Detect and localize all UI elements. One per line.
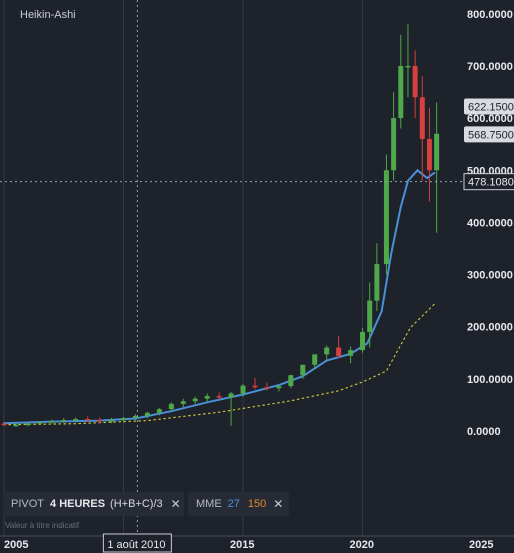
candle-body xyxy=(391,118,397,171)
disclaimer-text: Valeur à titre indicatif xyxy=(5,521,80,530)
y-tick-label: 700.0000 xyxy=(467,61,513,73)
crosshair-y-label-box xyxy=(463,173,514,191)
candle-body xyxy=(426,138,432,171)
candle-body xyxy=(97,420,103,422)
ma-indicator-legend[interactable]: MME 27 150 ✕ xyxy=(188,492,289,516)
y-tick-label: 200.0000 xyxy=(467,322,513,334)
y-tick-label: 800.0000 xyxy=(467,9,513,21)
y-tick-label: 400.0000 xyxy=(467,217,513,229)
candle-body xyxy=(264,387,270,389)
pivot-close-icon[interactable]: ✕ xyxy=(170,497,181,511)
candle-body xyxy=(37,422,43,424)
candle-body xyxy=(13,424,19,427)
candle-body xyxy=(288,375,294,387)
candle-body xyxy=(348,350,354,356)
candle-body xyxy=(144,412,150,416)
x-tick-label: 2005 xyxy=(4,539,28,551)
price-label-text: 568.7500 xyxy=(468,129,514,141)
candle-body xyxy=(252,385,258,388)
ma-close-icon[interactable]: ✕ xyxy=(273,497,284,511)
crosshair-x-label-box xyxy=(102,533,172,553)
candle-body xyxy=(121,417,127,421)
candle-body xyxy=(336,347,342,356)
candle-body xyxy=(434,133,440,171)
candle-body xyxy=(49,421,55,423)
crosshair-x-label: 1 août 2010 xyxy=(107,539,165,551)
candle-body xyxy=(180,401,186,404)
candle-body xyxy=(61,420,67,422)
candle-body xyxy=(192,398,198,402)
candle-body xyxy=(109,420,115,422)
ma-period-150[interactable]: 150 xyxy=(247,498,267,510)
candle-body xyxy=(419,97,425,139)
pivot-label: PIVOT xyxy=(11,498,45,510)
candle-body xyxy=(216,396,222,398)
price-label-text: 622.1500 xyxy=(468,102,514,114)
candle-body xyxy=(374,264,380,301)
x-tick-label: 2020 xyxy=(350,539,374,551)
candle-body xyxy=(405,65,411,68)
candle-body xyxy=(312,354,318,365)
candle-body xyxy=(240,385,246,394)
candle-body xyxy=(398,65,404,119)
candle-body xyxy=(85,419,91,421)
chart-title: Heikin-Ashi xyxy=(20,9,76,21)
candle-body xyxy=(324,347,330,355)
candle-body xyxy=(367,300,373,332)
ma-period-27[interactable]: 27 xyxy=(227,498,240,510)
pivot-interval[interactable]: 4 HEURES xyxy=(50,498,106,510)
y-tick-label: 300.0000 xyxy=(467,270,513,282)
candle-body xyxy=(25,423,31,426)
x-tick-label: 2015 xyxy=(230,539,254,551)
candle-body xyxy=(412,65,418,98)
price-label-box xyxy=(464,126,514,143)
crosshair-y-label: 478.1080 xyxy=(468,177,514,189)
candle-body xyxy=(73,419,79,421)
ma-label: MME xyxy=(196,498,222,510)
candle-body xyxy=(132,415,138,418)
y-tick-label: 600.0000 xyxy=(467,113,513,125)
candle-body xyxy=(228,393,234,398)
y-tick-label: 100.0000 xyxy=(467,374,513,386)
candle-body xyxy=(300,364,306,376)
candle-body xyxy=(168,403,174,410)
candle-body xyxy=(383,170,389,265)
price-label-box xyxy=(464,98,514,115)
candle-body xyxy=(204,396,210,399)
pivot-formula: (H+B+C)/3 xyxy=(110,498,163,510)
y-tick-label: 0.0000 xyxy=(467,426,501,438)
x-tick-label: 2025 xyxy=(469,539,493,551)
pivot-indicator-legend[interactable]: PIVOT 4 HEURES (H+B+C)/3 ✕ xyxy=(3,492,184,516)
candle-body xyxy=(1,423,7,426)
candle-body xyxy=(360,331,366,351)
candle-body xyxy=(156,409,162,413)
candle-body xyxy=(276,386,282,389)
